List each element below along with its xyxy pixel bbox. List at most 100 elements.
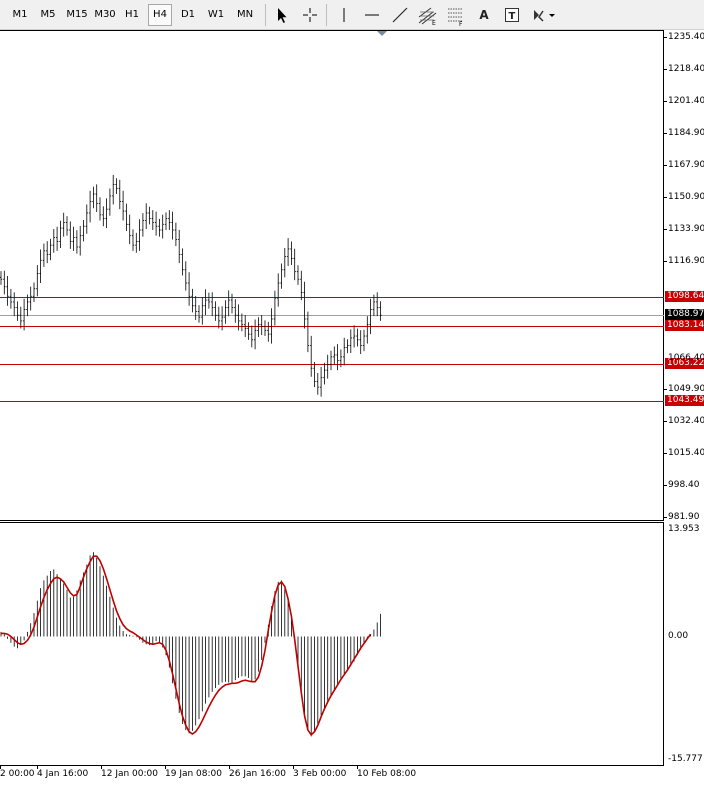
price-bar bbox=[69, 221, 72, 249]
price-bar bbox=[286, 238, 290, 266]
timeframe-mn[interactable]: MN bbox=[236, 9, 254, 20]
price-bar bbox=[333, 346, 336, 365]
price-bar bbox=[267, 321, 270, 342]
price-bar bbox=[339, 349, 343, 368]
price-bar bbox=[270, 308, 273, 344]
price-bar bbox=[112, 174, 115, 205]
equidistant-channel-icon[interactable]: E bbox=[416, 4, 440, 26]
price-bar bbox=[240, 313, 244, 332]
price-bar bbox=[184, 261, 187, 291]
price-bar bbox=[13, 292, 16, 317]
price-bar bbox=[211, 292, 214, 317]
price-bar bbox=[105, 198, 108, 229]
timeframe-h1[interactable]: H1 bbox=[125, 9, 139, 20]
price-bar bbox=[326, 354, 329, 379]
price-bar bbox=[300, 270, 303, 301]
price-bar bbox=[362, 329, 366, 352]
price-bar bbox=[29, 286, 32, 311]
price-bar bbox=[273, 290, 277, 326]
price-bar bbox=[148, 206, 151, 225]
price-tick-mark bbox=[664, 69, 667, 70]
price-chart-canvas[interactable] bbox=[0, 31, 664, 522]
svg-text:E: E bbox=[432, 20, 436, 26]
price-tick-mark bbox=[664, 421, 667, 422]
price-bar bbox=[253, 319, 257, 350]
toolbar-separator bbox=[326, 4, 327, 26]
trendline-icon[interactable] bbox=[388, 4, 412, 26]
timeframe-m5[interactable]: M5 bbox=[40, 9, 56, 20]
price-bar bbox=[181, 248, 184, 276]
price-bar bbox=[52, 229, 55, 253]
level-price-label: 1043.49 bbox=[665, 395, 704, 406]
price-bar bbox=[214, 301, 217, 321]
timeframe-w1[interactable]: W1 bbox=[207, 9, 225, 20]
chart-shift-marker[interactable] bbox=[377, 31, 387, 36]
price-tick-label: 1235.40 bbox=[668, 32, 704, 42]
price-bar bbox=[280, 263, 283, 289]
price-bar bbox=[244, 315, 247, 337]
price-bar bbox=[65, 216, 69, 236]
price-bar bbox=[72, 226, 75, 251]
crosshair-icon[interactable] bbox=[298, 4, 322, 26]
time-tick-mark bbox=[229, 766, 230, 769]
text-label-icon[interactable]: T bbox=[500, 4, 524, 26]
time-axis-label: 19 Jan 08:00 bbox=[165, 769, 222, 779]
time-axis-label: 2 00:00 bbox=[0, 769, 35, 779]
price-bar bbox=[16, 301, 19, 321]
price-bar bbox=[138, 219, 141, 251]
svg-text:T: T bbox=[509, 11, 516, 22]
price-bar bbox=[194, 296, 197, 320]
time-axis-label: 3 Feb 00:00 bbox=[293, 769, 347, 779]
price-bar bbox=[55, 226, 59, 251]
price-bar bbox=[62, 212, 65, 237]
price-bar bbox=[125, 203, 128, 231]
time-axis-label: 4 Jan 16:00 bbox=[37, 769, 89, 779]
price-bar bbox=[283, 247, 286, 278]
price-bar bbox=[369, 298, 372, 335]
price-bar bbox=[92, 186, 95, 209]
time-tick-mark bbox=[37, 766, 38, 769]
price-tick-mark bbox=[664, 517, 667, 518]
vertical-line-icon[interactable] bbox=[332, 4, 356, 26]
timeframe-d1[interactable]: D1 bbox=[180, 9, 196, 20]
price-bar bbox=[95, 184, 98, 213]
horizontal-line-icon[interactable] bbox=[360, 4, 384, 26]
price-bar bbox=[171, 211, 174, 240]
price-bar bbox=[310, 335, 313, 377]
price-bar bbox=[303, 281, 306, 329]
price-bar bbox=[296, 265, 300, 285]
timeframe-m30[interactable]: M30 bbox=[94, 9, 116, 20]
price-bar bbox=[154, 211, 158, 236]
price-tick-label: 1184.90 bbox=[668, 128, 704, 138]
timeframe-m1[interactable]: M1 bbox=[12, 9, 28, 20]
price-chart-panel[interactable] bbox=[0, 30, 664, 521]
price-bar bbox=[227, 290, 230, 317]
text-icon[interactable]: A bbox=[479, 8, 489, 22]
timeframe-m15[interactable]: M15 bbox=[66, 9, 88, 20]
price-bar bbox=[316, 372, 319, 395]
price-tick-mark bbox=[664, 165, 667, 166]
price-bar bbox=[323, 362, 326, 385]
cursor-icon[interactable] bbox=[270, 4, 294, 26]
timeframe-h4[interactable]: H4 bbox=[148, 4, 172, 26]
price-tick-label: 1150.90 bbox=[668, 192, 704, 202]
price-bar bbox=[178, 229, 181, 264]
price-bar bbox=[372, 294, 376, 317]
signal-line bbox=[1, 555, 372, 737]
price-bar bbox=[39, 249, 42, 284]
price-bar bbox=[207, 292, 211, 309]
price-bar bbox=[19, 306, 22, 329]
price-bar bbox=[121, 190, 125, 221]
level-price-label: 1063.22 bbox=[665, 358, 704, 369]
oscillator-canvas[interactable] bbox=[0, 523, 664, 767]
price-bar bbox=[131, 229, 135, 251]
oscillator-panel[interactable] bbox=[0, 522, 664, 766]
level-price-label: 1083.14 bbox=[665, 320, 704, 331]
fibonacci-icon[interactable]: F bbox=[444, 4, 468, 26]
arrows-menu-icon[interactable] bbox=[528, 4, 558, 26]
price-bar bbox=[319, 366, 323, 397]
price-tick-mark bbox=[664, 229, 667, 230]
toolbar: M1 M5 M15 M30 H1 H4 D1 W1 MN E F A T bbox=[0, 0, 704, 30]
price-tick-mark bbox=[664, 197, 667, 198]
price-bar bbox=[359, 330, 362, 355]
